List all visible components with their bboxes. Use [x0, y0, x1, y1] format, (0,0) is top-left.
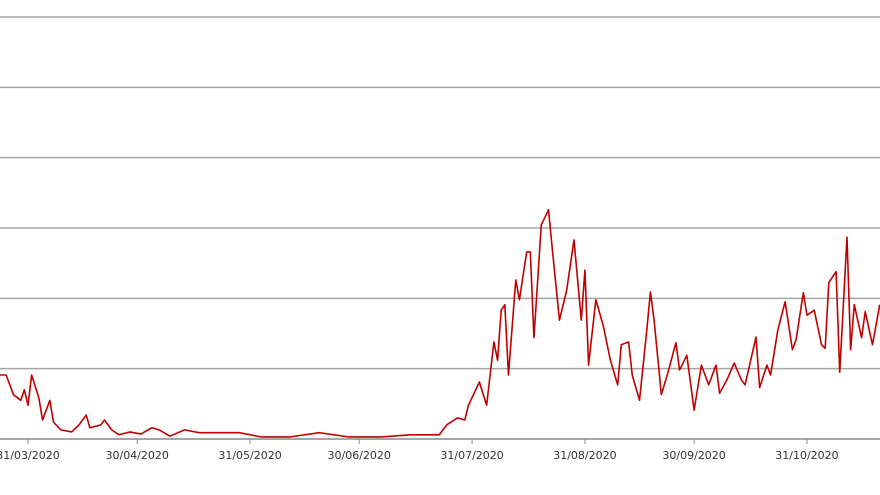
x-tick-label: 30/09/2020 — [662, 449, 725, 462]
x-tick-label: 30/06/2020 — [328, 449, 391, 462]
x-tick-label: 31/08/2020 — [553, 449, 616, 462]
x-tick-label: 31/07/2020 — [440, 449, 503, 462]
x-tick-label: 31/10/2020 — [775, 449, 838, 462]
x-tick-label: 30/04/2020 — [105, 449, 168, 462]
x-tick-label: 31/03/2020 — [0, 449, 60, 462]
line — [0, 208, 880, 438]
x-tick-label: 31/05/2020 — [218, 449, 281, 462]
